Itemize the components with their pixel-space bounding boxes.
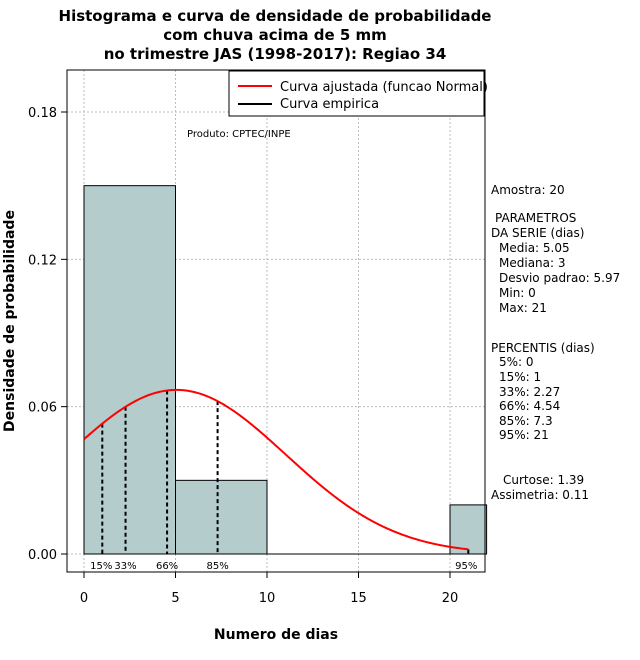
stat-max: Max: 21 (499, 301, 547, 315)
y-tick-label-2: 0.12 (28, 253, 57, 268)
y-tick-label-0: 0.00 (28, 548, 57, 563)
stat-min: Min: 0 (499, 286, 536, 300)
stat-p15: 15%: 1 (499, 370, 541, 384)
percentile-label-4: 95% (455, 561, 477, 572)
x-tick-label-1: 5 (171, 591, 179, 606)
stat-param-title-1: PARAMETROS (495, 211, 576, 225)
axes: 0 5 10 15 20 0.00 0.06 0.12 0.18 (28, 106, 458, 606)
y-tick-label-3: 0.18 (28, 106, 57, 121)
y-tick-label-1: 0.06 (28, 401, 57, 416)
percentile-label-2: 66% (156, 561, 178, 572)
chart-title-line-1: Histograma e curva de densidade de proba… (59, 7, 492, 25)
x-tick-label-3: 15 (350, 591, 367, 606)
percentile-label-1: 33% (114, 561, 136, 572)
stat-curtose: Curtose: 1.39 (503, 473, 584, 487)
histogram-bar-4 (449, 504, 488, 555)
histogram-bar-0 (83, 185, 176, 555)
stat-p5: 5%: 0 (499, 355, 534, 369)
histogram-bar-1 (175, 479, 268, 555)
stat-mediana: Mediana: 3 (499, 256, 566, 270)
chart-title-line-2: com chuva acima de 5 mm (163, 26, 387, 44)
stat-param-title-2: DA SERIE (dias) (491, 226, 584, 240)
stat-p85: 85%: 7.3 (499, 414, 553, 428)
x-tick-label-4: 20 (442, 591, 459, 606)
legend-box (228, 70, 485, 117)
stat-assimetria: Assimetria: 0.11 (491, 488, 589, 502)
stat-p66: 66%: 4.54 (499, 399, 560, 413)
bars (83, 185, 488, 555)
chart-title-line-3: no trimestre JAS (1998-2017): Regiao 34 (104, 45, 447, 63)
legend-label-empirical: Curva empirica (280, 97, 379, 112)
percentile-lines: 15% 33% 66% 85% 95% (90, 390, 477, 572)
plot-frame (66, 69, 486, 573)
legend-label-normal: Curva ajustada (funcao Normal) (280, 80, 488, 95)
x-tick-label-2: 10 (259, 591, 276, 606)
stat-p95: 95%: 21 (499, 428, 549, 442)
stat-p33: 33%: 2.27 (499, 385, 560, 399)
legend: Curva ajustada (funcao Normal) Curva emp… (228, 70, 488, 117)
stat-perc-title: PERCENTIS (dias) (491, 341, 595, 355)
normal-curve (83, 388, 469, 551)
percentile-label-3: 85% (206, 561, 228, 572)
x-tick-label-0: 0 (80, 591, 88, 606)
x-axis-title: Numero de dias (214, 627, 338, 643)
stats-panel: Amostra: 20 PARAMETROS DA SERIE (dias) M… (491, 183, 620, 502)
stat-media: Media: 5.05 (499, 241, 570, 255)
stat-desvio: Desvio padrao: 5.97 (499, 271, 620, 285)
product-annotation: Produto: CPTEC/INPE (187, 129, 291, 140)
percentile-label-0: 15% (90, 561, 112, 572)
y-axis-title: Densidade de probabilidade (2, 210, 18, 432)
normal-curve-line (83, 388, 469, 551)
stat-amostra: Amostra: 20 (491, 183, 565, 197)
